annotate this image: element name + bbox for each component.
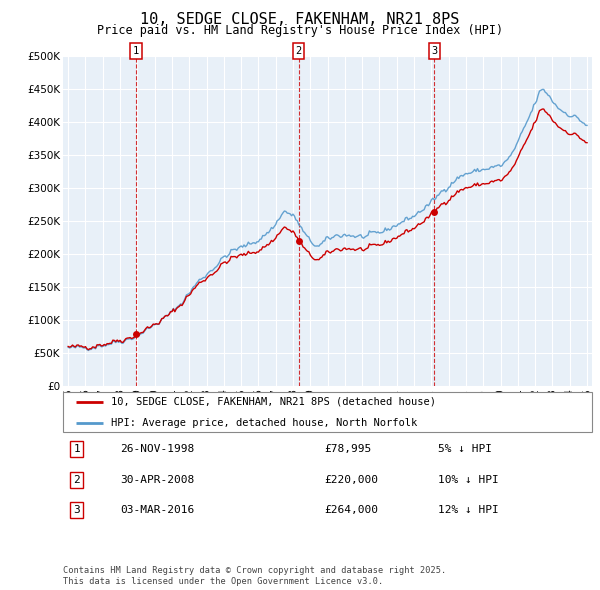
Text: 1: 1 bbox=[73, 444, 80, 454]
Text: This data is licensed under the Open Government Licence v3.0.: This data is licensed under the Open Gov… bbox=[63, 577, 383, 586]
Text: 5% ↓ HPI: 5% ↓ HPI bbox=[438, 444, 492, 454]
Text: HPI: Average price, detached house, North Norfolk: HPI: Average price, detached house, Nort… bbox=[110, 418, 417, 428]
Text: £78,995: £78,995 bbox=[324, 444, 371, 454]
Text: 12% ↓ HPI: 12% ↓ HPI bbox=[438, 506, 499, 515]
Text: Contains HM Land Registry data © Crown copyright and database right 2025.: Contains HM Land Registry data © Crown c… bbox=[63, 566, 446, 575]
Text: 2: 2 bbox=[73, 475, 80, 484]
Text: 2: 2 bbox=[296, 46, 302, 56]
Text: 30-APR-2008: 30-APR-2008 bbox=[120, 475, 194, 484]
Text: 26-NOV-1998: 26-NOV-1998 bbox=[120, 444, 194, 454]
Text: 3: 3 bbox=[73, 506, 80, 515]
Text: 10% ↓ HPI: 10% ↓ HPI bbox=[438, 475, 499, 484]
Text: £220,000: £220,000 bbox=[324, 475, 378, 484]
Text: 1: 1 bbox=[133, 46, 139, 56]
Text: 10, SEDGE CLOSE, FAKENHAM, NR21 8PS (detached house): 10, SEDGE CLOSE, FAKENHAM, NR21 8PS (det… bbox=[110, 397, 436, 407]
Text: 3: 3 bbox=[431, 46, 437, 56]
Text: 10, SEDGE CLOSE, FAKENHAM, NR21 8PS: 10, SEDGE CLOSE, FAKENHAM, NR21 8PS bbox=[140, 12, 460, 27]
Text: Price paid vs. HM Land Registry's House Price Index (HPI): Price paid vs. HM Land Registry's House … bbox=[97, 24, 503, 37]
Text: 03-MAR-2016: 03-MAR-2016 bbox=[120, 506, 194, 515]
Text: £264,000: £264,000 bbox=[324, 506, 378, 515]
